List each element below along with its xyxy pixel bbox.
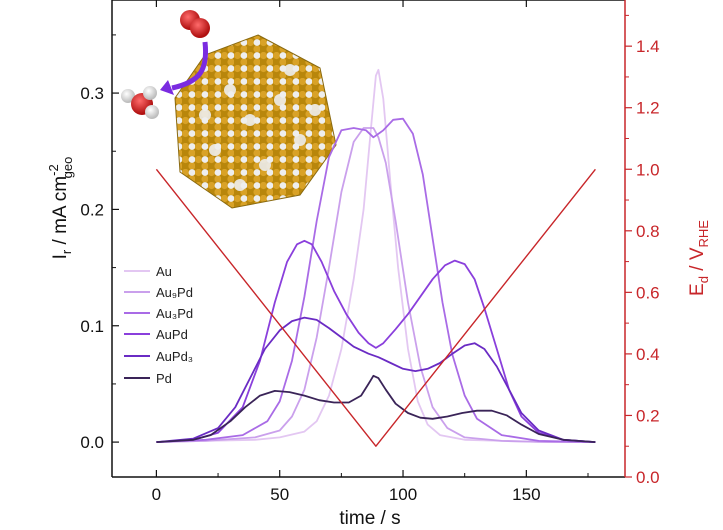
legend: Au Au₉Pd Au₃Pd AuPd AuPd₃ Pd (124, 264, 193, 386)
nanoparticle-illustration (121, 10, 337, 209)
series-line-aupd (156, 239, 596, 443)
reaction-arrow (171, 41, 209, 91)
series-line-potential (155, 168, 596, 447)
legend-item: Au (124, 264, 172, 279)
y-left-tick-label: 0.0 (80, 433, 104, 452)
series-line-au3pd (156, 117, 596, 443)
legend-item: Au₃Pd (124, 306, 193, 321)
y-axis-left-label: Ir / mA cm-2geo (46, 157, 75, 260)
legend-label: Pd (156, 371, 172, 386)
y-left-tick-label: 0.2 (80, 200, 104, 219)
plot-area: 0 50 100 150 0.0 0.1 0.2 0.3 0.0 0.2 0.4 0.6 0.8 1.0 1… (80, 0, 660, 504)
series-line-pd (156, 374, 596, 443)
x-tick-label: 50 (270, 485, 289, 504)
y-right-tick-label: 0.2 (636, 406, 660, 425)
legend-label: AuPd (156, 327, 188, 342)
series-line-au9pd (156, 127, 596, 444)
series-line-au (156, 68, 596, 444)
legend-label: AuPd₃ (156, 349, 193, 364)
y-left-tick-label: 0.1 (80, 317, 104, 336)
y-right-tick-label: 1.2 (636, 99, 660, 118)
y-right-tick-label: 0.0 (636, 468, 660, 487)
legend-item: Au₉Pd (124, 285, 193, 300)
x-tick-label: 150 (512, 485, 540, 504)
y-axis-right-label: Ed / VRHE (687, 220, 711, 296)
hydrogen-atom (121, 89, 135, 103)
x-tick-label: 100 (389, 485, 417, 504)
y-right-tick-label: 0.6 (636, 283, 660, 302)
y-right-tick-label: 1.0 (636, 160, 660, 179)
legend-label: Au (156, 264, 172, 279)
x-tick-label: 0 (152, 485, 161, 504)
oxygen-atom (190, 18, 210, 38)
x-axis-label: time / s (339, 508, 400, 529)
legend-item: AuPd (124, 327, 188, 342)
y-right-tick-label: 0.8 (636, 222, 660, 241)
y-right-tick-label: 0.4 (636, 345, 660, 364)
y-right-tick-label: 1.4 (636, 37, 660, 56)
hydrogen-atom (143, 86, 157, 100)
legend-label: Au₃Pd (156, 306, 193, 321)
series-line-aupd3 (156, 316, 596, 443)
legend-item: Pd (124, 371, 172, 386)
legend-item: AuPd₃ (124, 349, 193, 364)
hydrogen-atom (145, 105, 159, 119)
reaction-arrowhead (160, 80, 174, 95)
legend-label: Au₉Pd (156, 285, 193, 300)
y-left-tick-label: 0.3 (80, 84, 104, 103)
